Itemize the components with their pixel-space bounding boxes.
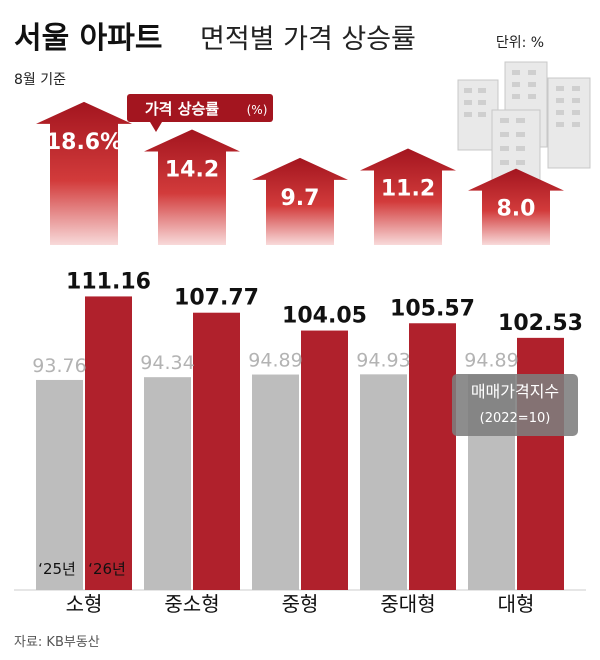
year-label-2025: ‘25년 xyxy=(38,560,76,578)
growth-legend: 가격 상승률 (%) xyxy=(127,94,273,132)
category-label-3: 중대형 xyxy=(380,592,435,616)
value-label-2025-3: 94.93 xyxy=(356,349,410,371)
bar-2026-3 xyxy=(409,323,456,590)
bar-2025-3 xyxy=(360,374,407,590)
growth-legend-label: 가격 상승률 xyxy=(145,100,219,118)
basis-note: 8월 기준 xyxy=(14,72,66,88)
unit-note: 단위: % xyxy=(496,35,544,51)
value-label-2025-2: 94.89 xyxy=(248,350,302,372)
growth-arrow-0 xyxy=(36,101,132,245)
bar-2025-0 xyxy=(36,379,83,590)
index-legend: 매매가격지수 (2022=10) xyxy=(452,374,578,436)
chart-subtitle: 면적별 가격 상승률 xyxy=(200,24,416,55)
growth-label-1: 14.2 xyxy=(165,158,219,183)
growth-label-4: 8.0 xyxy=(497,197,536,222)
growth-label-0: 18.6% xyxy=(46,130,122,155)
value-label-2026-2: 104.05 xyxy=(282,304,367,329)
growth-legend-box xyxy=(127,94,273,122)
category-labels: 소형 중소형 중형 중대형 대형 xyxy=(66,592,535,616)
category-label-0: 소형 xyxy=(66,592,103,616)
index-bars: 93.76 111.16 94.34 107.77 94.89 104.05 94.93 10… xyxy=(14,269,586,591)
category-label-1: 중소형 xyxy=(164,592,219,616)
growth-arrows: 18.6% 14.2 9.7 11.2 8.0 xyxy=(36,101,564,245)
value-label-2025-0: 93.76 xyxy=(32,355,86,377)
bar-2025-2 xyxy=(252,374,299,590)
index-legend-label: 매매가격지수 xyxy=(471,382,559,401)
bar-2025-1 xyxy=(144,377,191,590)
value-label-2026-3: 105.57 xyxy=(390,296,475,321)
growth-arrow-1 xyxy=(144,129,240,245)
index-legend-box xyxy=(452,374,578,436)
growth-legend-unit: (%) xyxy=(247,103,268,117)
growth-arrow-4 xyxy=(468,168,564,245)
value-label-2025-1: 94.34 xyxy=(140,352,194,374)
category-label-4: 대형 xyxy=(498,592,535,616)
value-label-2026-1: 107.77 xyxy=(174,286,259,311)
bar-2026-2 xyxy=(301,330,348,590)
bar-2026-1 xyxy=(193,312,240,590)
apartment-buildings-icon xyxy=(457,61,591,191)
year-label-2026: ‘26년 xyxy=(88,560,126,578)
growth-arrow-2 xyxy=(252,157,348,245)
chart-title: 서울 아파트 xyxy=(14,21,162,56)
value-label-2026-0: 111.16 xyxy=(66,269,151,294)
source-note: 자료: KB부동산 xyxy=(14,635,100,650)
value-label-2025-4: 94.89 xyxy=(464,350,518,372)
value-label-2026-4: 102.53 xyxy=(498,311,583,336)
bar-2026-0 xyxy=(85,296,132,590)
growth-label-3: 11.2 xyxy=(381,176,435,201)
growth-legend-pointer xyxy=(150,122,162,132)
growth-arrow-3 xyxy=(360,148,456,245)
category-label-2: 중형 xyxy=(282,592,319,616)
growth-label-2: 9.7 xyxy=(281,186,320,211)
index-legend-base: (2022=10) xyxy=(480,411,551,426)
